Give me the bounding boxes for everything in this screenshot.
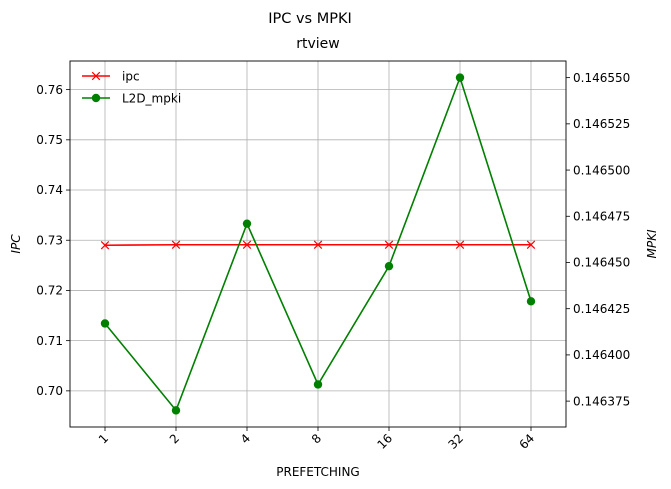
marker-stroke <box>526 240 536 249</box>
y-left-tick-label: 0.73 <box>36 233 63 247</box>
y-right-tick-label: 0.146425 <box>573 302 630 316</box>
marker-stroke <box>171 240 181 249</box>
marker-stroke <box>455 240 465 249</box>
marker-stroke <box>313 240 323 249</box>
data-point-L2D_mpki <box>384 261 394 271</box>
y-axis-left-label: IPC <box>9 234 23 254</box>
x-tick-label: 64 <box>516 431 537 452</box>
chart-suptitle: IPC vs MPKI <box>268 11 352 27</box>
x-tick-label: 4 <box>238 431 253 446</box>
legend: ipc L2D_mpki <box>82 69 181 105</box>
data-point-L2D_mpki <box>242 219 252 228</box>
y-axis-right-ticks: 0.146375 0.146400 0.146425 0.146450 0.146475… <box>566 71 630 408</box>
data-point-L2D_mpki <box>313 380 323 389</box>
x-tick-label: 32 <box>445 431 466 452</box>
y-left-tick-label: 0.71 <box>36 334 63 348</box>
data-point-ipc <box>384 240 394 249</box>
y-right-tick-label: 0.146525 <box>573 117 630 131</box>
x-axis-label: PREFETCHING <box>276 465 359 479</box>
legend-label-ipc: ipc <box>122 69 140 83</box>
data-point-ipc <box>455 240 465 249</box>
y-left-tick-label: 0.74 <box>36 183 63 197</box>
x-tick-label: 16 <box>374 431 395 452</box>
y-right-tick-label: 0.146450 <box>573 256 630 270</box>
y-right-tick-label: 0.146375 <box>573 394 630 408</box>
legend-marker-L2D_mpki <box>91 93 101 103</box>
legend-label-L2D_mpki: L2D_mpki <box>122 91 181 105</box>
marker-stroke <box>242 240 252 249</box>
y-right-tick-label: 0.146475 <box>573 209 630 223</box>
y-right-tick-label: 0.146400 <box>573 348 630 362</box>
marker-stroke <box>100 241 110 250</box>
x-tick-label: 2 <box>167 431 182 446</box>
data-point-ipc <box>313 240 323 249</box>
series-layer <box>100 73 536 415</box>
data-point-L2D_mpki <box>455 73 465 82</box>
y-right-tick-label: 0.146500 <box>573 163 630 177</box>
data-point-ipc <box>526 240 536 249</box>
y-left-tick-label: 0.76 <box>36 83 63 97</box>
y-left-tick-label: 0.72 <box>36 284 63 298</box>
chart-title: rtview <box>296 36 339 52</box>
y-left-tick-label: 0.70 <box>36 384 63 398</box>
y-axis-left-ticks: 0.70 0.71 0.72 0.73 0.74 0.75 0.76 <box>36 83 70 398</box>
legend-marker-ipc <box>91 71 101 81</box>
data-point-ipc <box>171 240 181 249</box>
marker-stroke <box>91 71 101 81</box>
y-axis-right-label: MPKI <box>645 229 659 258</box>
data-point-L2D_mpki <box>171 406 181 415</box>
data-point-ipc <box>242 240 252 249</box>
x-axis-ticks: 1 2 4 8 16 32 64 <box>96 427 537 452</box>
x-tick-label: 8 <box>309 431 324 446</box>
y-left-tick-label: 0.75 <box>36 133 63 147</box>
y-right-tick-label: 0.146550 <box>573 71 630 85</box>
x-tick-label: 1 <box>96 431 111 446</box>
data-point-ipc <box>100 241 110 250</box>
marker-stroke <box>384 240 394 249</box>
data-point-L2D_mpki <box>100 319 110 328</box>
data-point-L2D_mpki <box>526 297 536 306</box>
